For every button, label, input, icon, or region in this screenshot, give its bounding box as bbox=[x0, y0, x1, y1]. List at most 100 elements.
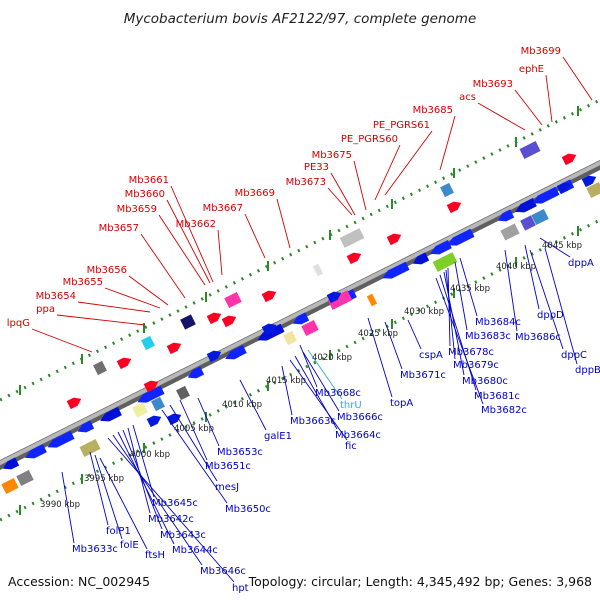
forward-blue-arrow bbox=[326, 291, 342, 304]
kbp-tick-label: 4035 kbp bbox=[450, 284, 490, 294]
reverse-gene-arrow-shape bbox=[77, 420, 95, 433]
kbp-tick-label: 4030 kbp bbox=[404, 307, 444, 317]
reverse-gene-arrow bbox=[382, 261, 410, 279]
bottom-gene-label: Mb3666c bbox=[337, 412, 383, 423]
kbp-tick-label: 4040 kbp bbox=[496, 262, 536, 272]
top-gene-label: Mb3662 bbox=[176, 219, 216, 230]
bottom-leader-line bbox=[299, 344, 318, 388]
bottom-leader-line bbox=[99, 457, 148, 550]
forward-gene-arrow bbox=[66, 397, 82, 410]
outer-feature-box-shape bbox=[93, 360, 107, 376]
kbp-tick-label: 4005 kbp bbox=[174, 424, 214, 434]
top-leader-line bbox=[77, 301, 151, 313]
top-leader-line bbox=[158, 214, 206, 286]
top-leader-line bbox=[276, 198, 291, 249]
gene-features bbox=[1, 141, 600, 495]
forward-gene-arrow bbox=[386, 233, 402, 246]
top-leader-line bbox=[217, 229, 223, 276]
bottom-leader-line bbox=[407, 319, 422, 350]
inner-feature-box bbox=[366, 293, 378, 307]
inner-feature-box-shape bbox=[79, 439, 101, 457]
top-gene-label: Mb3667 bbox=[203, 203, 243, 214]
top-leader-line bbox=[140, 233, 186, 299]
bottom-gene-label: hpt bbox=[232, 583, 249, 594]
top-leader-line bbox=[170, 185, 214, 283]
reverse-gene-arrow bbox=[447, 228, 475, 246]
bottom-gene-label: Mb3651c bbox=[205, 461, 251, 472]
outer-feature-box bbox=[327, 290, 353, 310]
forward-gene-arrow bbox=[143, 380, 159, 393]
forward-gene-arrow-shape bbox=[561, 153, 577, 166]
inner-feature-box-shape bbox=[301, 319, 319, 337]
reverse-gene-arrow bbox=[137, 385, 165, 403]
top-gene-label: Mb3654 bbox=[36, 291, 76, 302]
bottom-leader-line bbox=[439, 274, 477, 391]
inner-feature-box bbox=[301, 319, 319, 337]
top-leader-line bbox=[330, 172, 356, 216]
top-gene-label: lpqG bbox=[7, 318, 30, 329]
outer-feature-box-shape bbox=[327, 290, 353, 310]
inner-feature-box-shape bbox=[132, 402, 148, 418]
top-leader-line bbox=[31, 328, 93, 353]
bottom-leader-line bbox=[132, 424, 155, 498]
top-gene-label: Mb3673 bbox=[286, 177, 326, 188]
forward-gene-arrow-shape bbox=[446, 201, 462, 214]
reverse-gene-arrow-shape bbox=[187, 366, 205, 379]
bottom-gene-label: Mb3643c bbox=[160, 530, 206, 541]
top-leader-line bbox=[104, 287, 161, 309]
inner-feature-box-shape bbox=[1, 477, 19, 495]
bottom-leader-line bbox=[302, 351, 340, 412]
top-gene-label: ppa bbox=[36, 304, 55, 315]
kbp-tick-label: 4045 kbp bbox=[542, 241, 582, 251]
top-gene-label: Mb3693 bbox=[473, 79, 513, 90]
outer-feature-box-shape bbox=[141, 335, 155, 351]
top-gene-label: Mb3659 bbox=[117, 204, 157, 215]
outer-feature-box bbox=[339, 228, 365, 248]
inner-feature-box bbox=[132, 402, 148, 418]
forward-gene-arrow-shape bbox=[221, 315, 237, 328]
bottom-gene-label: Mb3644c bbox=[172, 545, 218, 556]
top-gene-label: Mb3699 bbox=[521, 46, 561, 57]
bottom-gene-label: Mb3679c bbox=[453, 360, 499, 371]
top-leader-line bbox=[562, 56, 593, 101]
bottom-gene-label: folE bbox=[120, 540, 139, 551]
bottom-leader-line bbox=[122, 429, 163, 530]
top-gene-label: Mb3675 bbox=[312, 150, 352, 161]
forward-blue-arrow-shape bbox=[581, 175, 597, 188]
bottom-gene-label: Mb3686c bbox=[515, 332, 561, 343]
bottom-leader-line bbox=[169, 404, 218, 482]
bottom-leader-line bbox=[94, 454, 123, 540]
top-gene-label: Mb3656 bbox=[87, 265, 127, 276]
top-gene-label: Mb3669 bbox=[235, 188, 275, 199]
top-leader-line bbox=[244, 213, 266, 259]
forward-blue-arrow bbox=[261, 323, 277, 336]
forward-gene-arrow bbox=[346, 252, 362, 265]
top-gene-label: Mb3655 bbox=[63, 277, 103, 288]
bottom-gene-label: Mb3681c bbox=[474, 391, 520, 402]
top-gene-label: PE_PGRS60 bbox=[341, 134, 398, 145]
bottom-leader-line bbox=[117, 431, 175, 545]
reverse-gene-arrow-shape bbox=[430, 240, 452, 255]
reverse-gene-arrow-shape bbox=[412, 252, 430, 265]
outer-feature-box-shape bbox=[224, 291, 242, 309]
top-gene-label: PE_PGRS61 bbox=[373, 120, 430, 131]
inner-feature-box-shape bbox=[366, 293, 378, 307]
bottom-gene-label: Mb3678c bbox=[448, 347, 494, 358]
forward-blue-arrow-shape bbox=[261, 323, 277, 336]
bottom-leader-line bbox=[435, 277, 484, 405]
forward-gene-arrow bbox=[221, 315, 237, 328]
reverse-gene-arrow-shape bbox=[47, 430, 75, 448]
forward-blue-arrow-shape bbox=[146, 415, 162, 428]
bottom-leader-line bbox=[89, 451, 109, 526]
reverse-gene-arrow bbox=[187, 366, 205, 379]
forward-gene-arrow-shape bbox=[66, 397, 82, 410]
inner-feature-box bbox=[283, 330, 297, 346]
outer-feature-box-shape bbox=[339, 228, 365, 248]
reverse-gene-arrow-shape bbox=[447, 228, 475, 246]
top-gene-label: Mb3660 bbox=[125, 189, 165, 200]
bottom-leader-line bbox=[112, 434, 203, 566]
leader-lines bbox=[31, 56, 593, 583]
reverse-gene-arrow-shape bbox=[100, 407, 122, 422]
reverse-gene-arrow bbox=[77, 420, 95, 433]
reverse-gene-arrow-shape bbox=[532, 186, 560, 204]
